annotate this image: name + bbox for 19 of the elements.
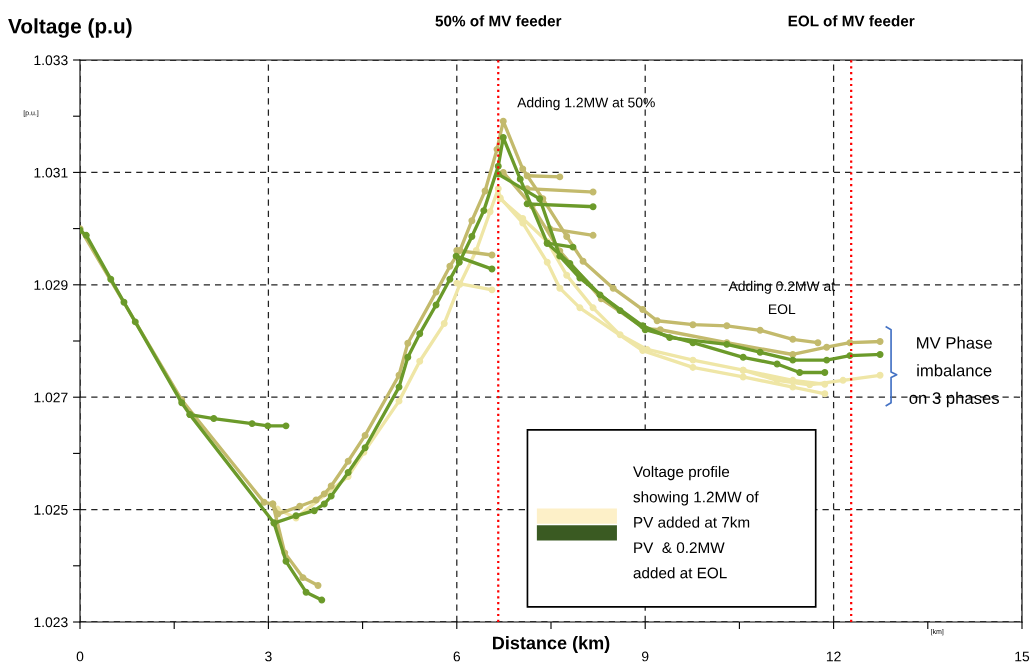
ref-line-label: 50% of MV feeder	[435, 15, 562, 27]
y-axis-title: Voltage (p.u)	[8, 18, 132, 38]
annotation: Adding 0.2MW at EOL	[728, 280, 835, 315]
y-tick-label: 1.031	[34, 167, 68, 178]
y-tick-label: 1.027	[34, 392, 68, 403]
y-tick-label: 1.025	[34, 504, 68, 515]
y-tick-label: 1.023	[34, 617, 68, 628]
x-tick-label: 0	[76, 651, 84, 662]
x-tick-label: 15	[1015, 651, 1030, 662]
annotation: Voltage profile showing 1.2MW of PV added at 7km PV & 0.2MW added at EOL	[633, 465, 759, 579]
y-tick-label: 1.029	[34, 280, 68, 290]
ref-line-label: EOL of MV feeder	[788, 15, 915, 27]
y-tick-label: 1.033	[34, 55, 68, 66]
x-axis-title: Distance (km)	[493, 636, 610, 653]
x-tick-label: 9	[641, 651, 649, 662]
annotation: Adding 1.2MW at 50%	[517, 97, 655, 111]
x-tick-label: 3	[265, 651, 272, 662]
x-tick-label: 6	[453, 651, 461, 662]
x-tick-label: 12	[826, 651, 841, 662]
